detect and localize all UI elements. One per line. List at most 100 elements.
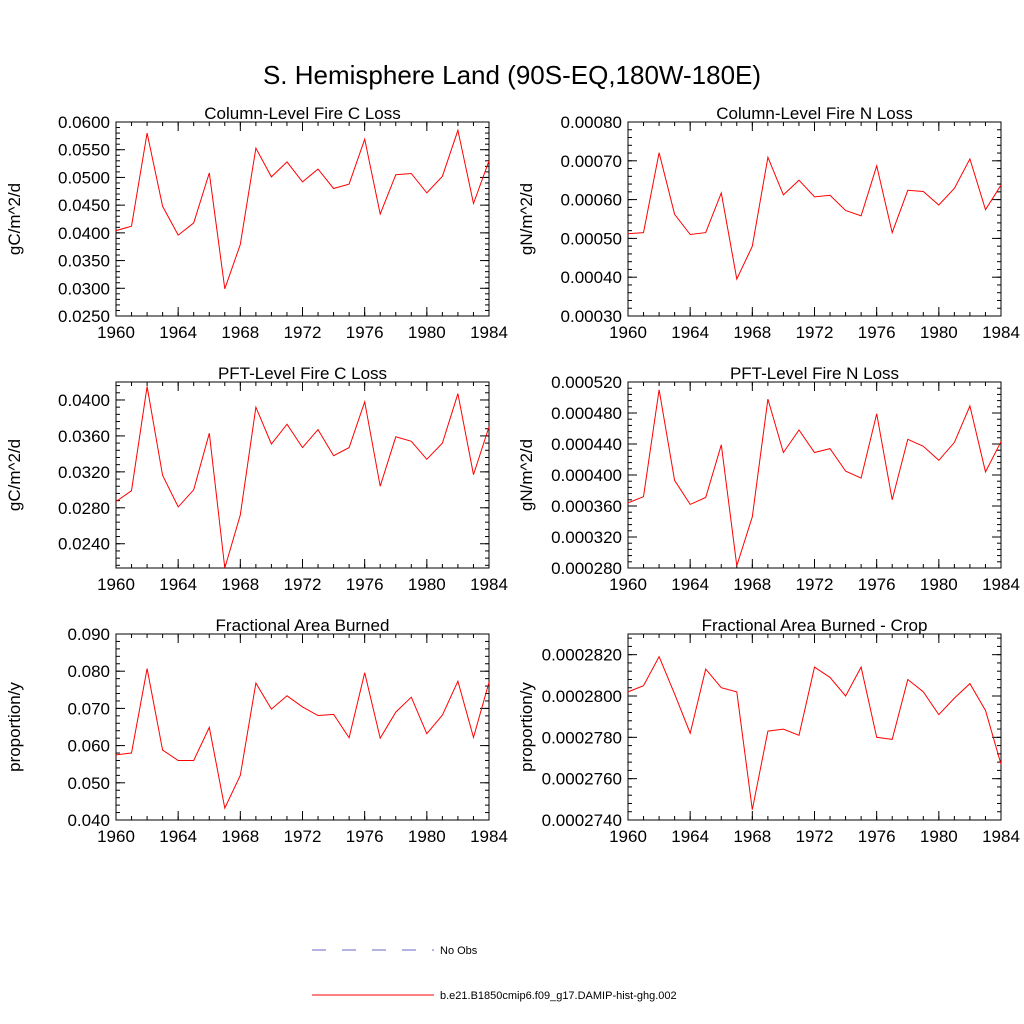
y-tick-label: 0.0320 bbox=[58, 463, 110, 482]
x-tick-label: 1968 bbox=[733, 575, 771, 594]
x-tick-label: 1960 bbox=[97, 827, 135, 846]
x-tick-label: 1980 bbox=[920, 575, 958, 594]
series-line-1 bbox=[115, 128, 490, 289]
x-tick-label: 1964 bbox=[159, 323, 197, 342]
chart-panel-2: 1960 1964 1968 1972 1976 1980 1984 0.00030 0.000… bbox=[517, 104, 1020, 342]
x-tick-label: 1980 bbox=[920, 827, 958, 846]
series-line-1 bbox=[627, 389, 1002, 566]
x-tick-label: 1968 bbox=[221, 323, 259, 342]
x-tick-label: 1976 bbox=[346, 323, 384, 342]
x-tick-label: 1984 bbox=[982, 575, 1020, 594]
x-tick-label: 1964 bbox=[671, 827, 709, 846]
x-tick-label: 1960 bbox=[609, 323, 647, 342]
x-tick-label: 1980 bbox=[408, 575, 446, 594]
y-tick-label: 0.0240 bbox=[58, 535, 110, 554]
y-tick-label: 0.090 bbox=[67, 625, 110, 644]
panel-title: Column-Level Fire N Loss bbox=[716, 104, 913, 123]
chart-panel-1: 1960 1964 1968 1972 1976 1980 1984 0.0250 0.0300… bbox=[5, 104, 508, 342]
plot-frame bbox=[627, 121, 1002, 317]
y-tick-label: 0.0450 bbox=[58, 196, 110, 215]
x-tick-label: 1984 bbox=[982, 827, 1020, 846]
y-tick-label: 0.0400 bbox=[58, 391, 110, 410]
y-axis-label: proportion/y bbox=[517, 682, 536, 772]
legend: No Obs b.e21.B1850cmip6.f09_g17.DAMIP-hi… bbox=[312, 945, 677, 1002]
y-tick-label: 0.00030 bbox=[561, 307, 622, 326]
y-tick-label: 0.00050 bbox=[561, 229, 622, 248]
y-tick-label: 0.080 bbox=[67, 662, 110, 681]
x-tick-label: 1960 bbox=[97, 575, 135, 594]
panel-title: Column-Level Fire C Loss bbox=[204, 104, 401, 123]
y-tick-label: 0.000360 bbox=[551, 497, 622, 516]
series-line-1 bbox=[627, 655, 1002, 810]
chart-panel-3: 1960 1964 1968 1972 1976 1980 1984 0.0240 0.0280… bbox=[5, 364, 508, 594]
x-tick-label: 1980 bbox=[920, 323, 958, 342]
y-axis-label: gC/m^2/d bbox=[5, 183, 24, 255]
y-tick-label: 0.070 bbox=[67, 699, 110, 718]
x-tick-label: 1964 bbox=[159, 575, 197, 594]
x-tick-label: 1980 bbox=[408, 323, 446, 342]
x-tick-label: 1968 bbox=[221, 827, 259, 846]
y-tick-label: 0.00040 bbox=[561, 268, 622, 287]
x-tick-label: 1960 bbox=[609, 827, 647, 846]
x-tick-label: 1968 bbox=[733, 323, 771, 342]
legend-label-model: b.e21.B1850cmip6.f09_g17.DAMIP-hist-ghg.… bbox=[440, 990, 677, 1002]
y-tick-label: 0.0300 bbox=[58, 279, 110, 298]
y-tick-label: 0.0250 bbox=[58, 307, 110, 326]
series-line-1 bbox=[627, 152, 1002, 281]
plot-frame bbox=[627, 633, 1002, 821]
x-tick-label: 1976 bbox=[346, 827, 384, 846]
y-tick-label: 0.0550 bbox=[58, 141, 110, 160]
series-line-1 bbox=[115, 668, 490, 810]
panel-title: Fractional Area Burned - Crop bbox=[702, 616, 928, 635]
y-tick-label: 0.0600 bbox=[58, 113, 110, 132]
x-tick-label: 1972 bbox=[284, 575, 322, 594]
chart-panel-4: 1960 1964 1968 1972 1976 1980 1984 0.000280 0.00… bbox=[517, 364, 1020, 594]
y-tick-label: 0.000320 bbox=[551, 528, 622, 547]
y-tick-label: 0.0002760 bbox=[542, 770, 622, 789]
x-tick-label: 1972 bbox=[796, 827, 834, 846]
y-tick-label: 0.000280 bbox=[551, 559, 622, 578]
y-tick-label: 0.0002800 bbox=[542, 687, 622, 706]
y-tick-label: 0.060 bbox=[67, 737, 110, 756]
x-tick-label: 1968 bbox=[221, 575, 259, 594]
y-tick-label: 0.000480 bbox=[551, 404, 622, 423]
y-tick-label: 0.0500 bbox=[58, 168, 110, 187]
x-tick-label: 1984 bbox=[982, 323, 1020, 342]
y-axis-label: gN/m^2/d bbox=[517, 439, 536, 511]
y-tick-label: 0.000520 bbox=[551, 373, 622, 392]
x-tick-label: 1984 bbox=[470, 827, 508, 846]
x-tick-label: 1976 bbox=[858, 827, 896, 846]
y-tick-label: 0.0360 bbox=[58, 427, 110, 446]
x-tick-label: 1960 bbox=[609, 575, 647, 594]
legend-label-no-obs: No Obs bbox=[440, 945, 478, 957]
x-tick-label: 1968 bbox=[733, 827, 771, 846]
x-tick-label: 1964 bbox=[159, 827, 197, 846]
x-tick-label: 1984 bbox=[470, 575, 508, 594]
y-tick-label: 0.040 bbox=[67, 811, 110, 830]
x-tick-label: 1960 bbox=[97, 323, 135, 342]
y-axis-label: proportion/y bbox=[5, 682, 24, 772]
chart-panel-6: 1960 1964 1968 1972 1976 1980 1984 0.0002740 0.0… bbox=[517, 616, 1020, 846]
x-tick-label: 1976 bbox=[346, 575, 384, 594]
x-tick-label: 1972 bbox=[284, 323, 322, 342]
y-axis-label: gN/m^2/d bbox=[517, 183, 536, 255]
x-tick-label: 1972 bbox=[796, 575, 834, 594]
y-tick-label: 0.0002820 bbox=[542, 646, 622, 665]
panels: 1960 1964 1968 1972 1976 1980 1984 0.0250 0.0300… bbox=[5, 104, 1020, 846]
panel-title: PFT-Level Fire C Loss bbox=[218, 364, 387, 383]
y-tick-label: 0.050 bbox=[67, 774, 110, 793]
panel-title: PFT-Level Fire N Loss bbox=[730, 364, 899, 383]
y-tick-label: 0.00070 bbox=[561, 152, 622, 171]
series-line-1 bbox=[115, 386, 490, 569]
x-tick-label: 1980 bbox=[408, 827, 446, 846]
y-tick-label: 0.00060 bbox=[561, 191, 622, 210]
y-tick-label: 0.000400 bbox=[551, 466, 622, 485]
y-tick-label: 0.0280 bbox=[58, 499, 110, 518]
plot-frame bbox=[627, 381, 1002, 569]
x-tick-label: 1972 bbox=[284, 827, 322, 846]
figure-title: S. Hemisphere Land (90S-EQ,180W-180E) bbox=[263, 60, 761, 90]
y-tick-label: 0.0350 bbox=[58, 252, 110, 271]
x-tick-label: 1964 bbox=[671, 575, 709, 594]
y-tick-label: 0.00080 bbox=[561, 113, 622, 132]
